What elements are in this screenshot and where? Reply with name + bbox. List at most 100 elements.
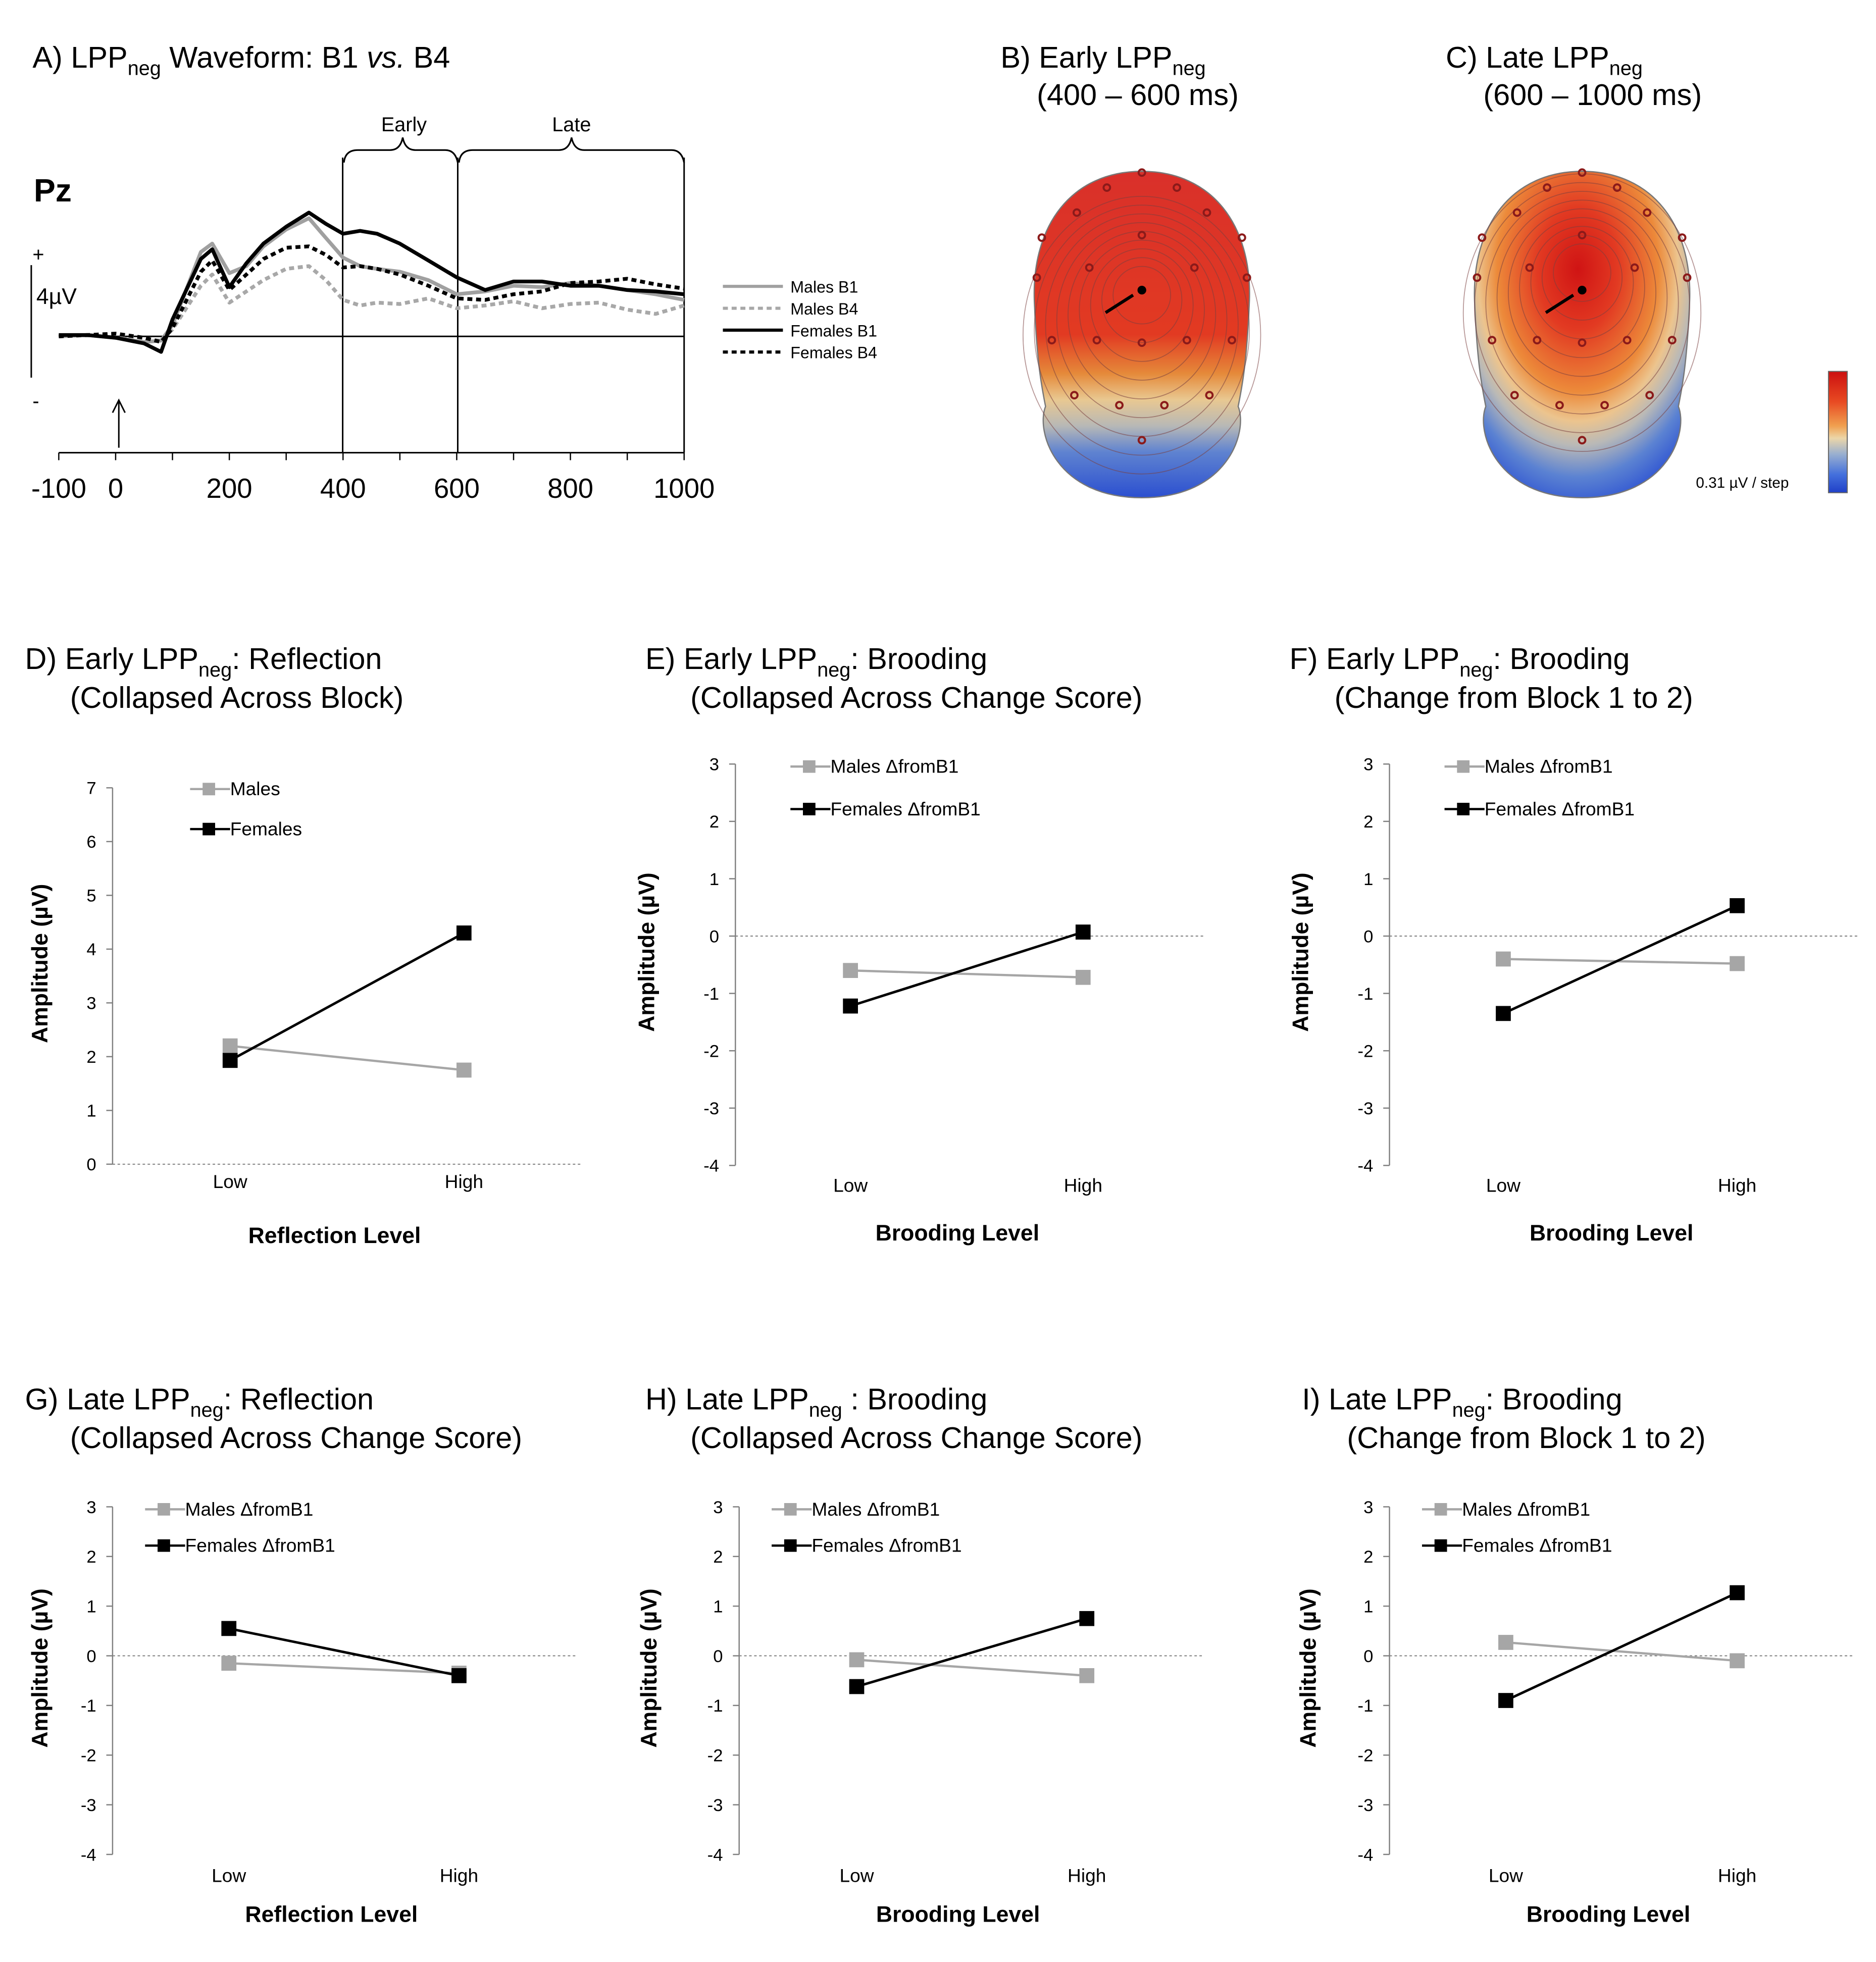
scalp-map-late-electrodes bbox=[1473, 168, 1692, 445]
y-tick-label: 3 bbox=[1363, 1498, 1373, 1517]
panel-b: B) Early LPPneg (400 – 600 ms) bbox=[1000, 40, 1261, 499]
early-window-brace bbox=[343, 137, 459, 163]
y-tick-label: 2 bbox=[713, 1547, 723, 1567]
panel-f: F) Early LPPneg: Brooding(Change from Bl… bbox=[1289, 642, 1859, 1246]
electrode-site bbox=[1070, 391, 1079, 400]
legend-label: Males ΔfromB1 bbox=[185, 1499, 314, 1520]
x-axis-label: Reflection Level bbox=[248, 1223, 421, 1248]
electrode-site bbox=[1160, 401, 1169, 409]
y-tick-label: 3 bbox=[713, 1498, 723, 1517]
legend-label: Males bbox=[230, 778, 280, 799]
legend-label: Females B4 bbox=[790, 344, 877, 362]
legend-marker bbox=[1434, 1539, 1447, 1552]
pz-electrode-marker-b bbox=[1137, 285, 1146, 295]
electrode-site bbox=[1102, 183, 1111, 192]
erp-waveforms bbox=[59, 211, 685, 354]
x-axis-label: Brooding Level bbox=[1530, 1221, 1693, 1246]
pz-electrode-marker-c bbox=[1578, 285, 1587, 295]
contour-line bbox=[1462, 173, 1702, 452]
contour-line bbox=[1474, 182, 1690, 433]
y-tick-label: 1 bbox=[713, 1597, 723, 1617]
series-line-males bbox=[1503, 958, 1738, 965]
late-window-brace bbox=[458, 137, 685, 163]
data-point-females bbox=[1075, 924, 1091, 940]
legend-marker bbox=[784, 1539, 797, 1552]
legend-label: Males ΔfromB1 bbox=[812, 1499, 940, 1520]
electrode-site bbox=[1578, 436, 1587, 445]
time-axis-tick-labels: -100 0 200 400 600 800 1000 bbox=[31, 473, 715, 504]
y-tick-label: 0 bbox=[86, 1647, 96, 1666]
electrode-site bbox=[1182, 336, 1191, 345]
data-point-females bbox=[1079, 1611, 1095, 1626]
y-tick-label: 0 bbox=[1363, 927, 1373, 946]
data-point-males bbox=[843, 963, 858, 978]
x-tick-label: Low bbox=[212, 1865, 246, 1886]
contour-line bbox=[1023, 196, 1261, 475]
panel-title: D) Early LPPneg: Reflection bbox=[25, 642, 382, 681]
data-point-males bbox=[1079, 1668, 1095, 1683]
y-tick-label: 0 bbox=[709, 927, 719, 946]
y-tick-label: -4 bbox=[81, 1845, 96, 1865]
time-axis-tick-label: 800 bbox=[547, 473, 593, 504]
legend-label: Males B4 bbox=[790, 300, 858, 318]
waveform-females-b1 bbox=[59, 211, 685, 354]
panel-h: H) Late LPPneg : Brooding(Collapsed Acro… bbox=[637, 1382, 1202, 1927]
y-tick-label: 1 bbox=[1363, 1597, 1373, 1617]
series-line-males bbox=[856, 1659, 1087, 1677]
series-line-females bbox=[850, 931, 1084, 1007]
panel-subtitle: (Collapsed Across Change Score) bbox=[690, 1421, 1142, 1455]
panel-title: I) Late LPPneg: Brooding bbox=[1302, 1382, 1622, 1421]
y-tick-label: 0 bbox=[86, 1155, 96, 1174]
early-window-label: Early bbox=[381, 114, 427, 136]
y-tick-label: -4 bbox=[703, 1157, 719, 1176]
electrode-site bbox=[1683, 273, 1692, 282]
series-line-females bbox=[228, 1627, 460, 1677]
electrode-site bbox=[1623, 336, 1632, 345]
legend-label: Females ΔfromB1 bbox=[1485, 798, 1635, 819]
contour-line bbox=[1034, 204, 1250, 456]
y-tick-label: 1 bbox=[709, 870, 719, 889]
contour-line bbox=[1112, 266, 1172, 325]
y-tick-label: 6 bbox=[86, 833, 96, 852]
scalp-map-late bbox=[1474, 171, 1691, 499]
electrode-site bbox=[1612, 183, 1621, 192]
contour-line bbox=[1101, 257, 1183, 343]
series-line-females bbox=[229, 932, 465, 1062]
x-tick-label: High bbox=[440, 1865, 478, 1886]
data-point-males bbox=[456, 1062, 472, 1078]
electrode-site bbox=[1510, 391, 1519, 400]
y-tick-label: 1 bbox=[1363, 870, 1373, 889]
legend-label: Females ΔfromB1 bbox=[185, 1535, 335, 1556]
x-tick-label: High bbox=[1718, 1865, 1756, 1886]
y-axis-label: Amplitude (µV) bbox=[634, 872, 659, 1031]
electrode-site bbox=[1473, 273, 1482, 282]
legend-marker bbox=[158, 1539, 170, 1552]
pz-pointer-arrow-c bbox=[1545, 293, 1575, 314]
panel-title: F) Early LPPneg: Brooding bbox=[1289, 642, 1630, 681]
data-point-females bbox=[451, 1668, 467, 1683]
electrode-site bbox=[1032, 273, 1041, 282]
y-tick-label: -1 bbox=[81, 1696, 96, 1716]
onset-arrow-icon bbox=[112, 398, 126, 414]
legend-marker bbox=[1434, 1503, 1447, 1516]
electrode-site bbox=[1578, 338, 1587, 347]
legend-marker bbox=[784, 1503, 797, 1516]
electrode-site bbox=[1600, 401, 1609, 409]
electrode-site bbox=[1137, 168, 1146, 177]
legend-marker bbox=[803, 760, 816, 773]
electrode-site bbox=[1512, 208, 1522, 217]
electrode-site bbox=[1137, 436, 1146, 445]
time-axis-tick-label: 0 bbox=[108, 473, 123, 504]
panel-title: H) Late LPPneg : Brooding bbox=[645, 1382, 987, 1421]
time-axis-tick-label: -100 bbox=[31, 473, 86, 504]
data-point-females bbox=[1496, 1006, 1511, 1021]
x-tick-label: Low bbox=[1486, 1174, 1520, 1196]
legend-label: Females ΔfromB1 bbox=[1462, 1535, 1612, 1556]
y-tick-label: 5 bbox=[86, 887, 96, 906]
series-line-males bbox=[850, 969, 1083, 979]
time-axis-tick-label: 1000 bbox=[653, 473, 715, 504]
y-tick-label: 0 bbox=[1363, 1647, 1373, 1666]
scalp-map-early-contours bbox=[1023, 196, 1261, 475]
electrode-site bbox=[1488, 336, 1497, 345]
panel-e: E) Early LPPneg: Brooding(Collapsed Acro… bbox=[634, 642, 1205, 1246]
